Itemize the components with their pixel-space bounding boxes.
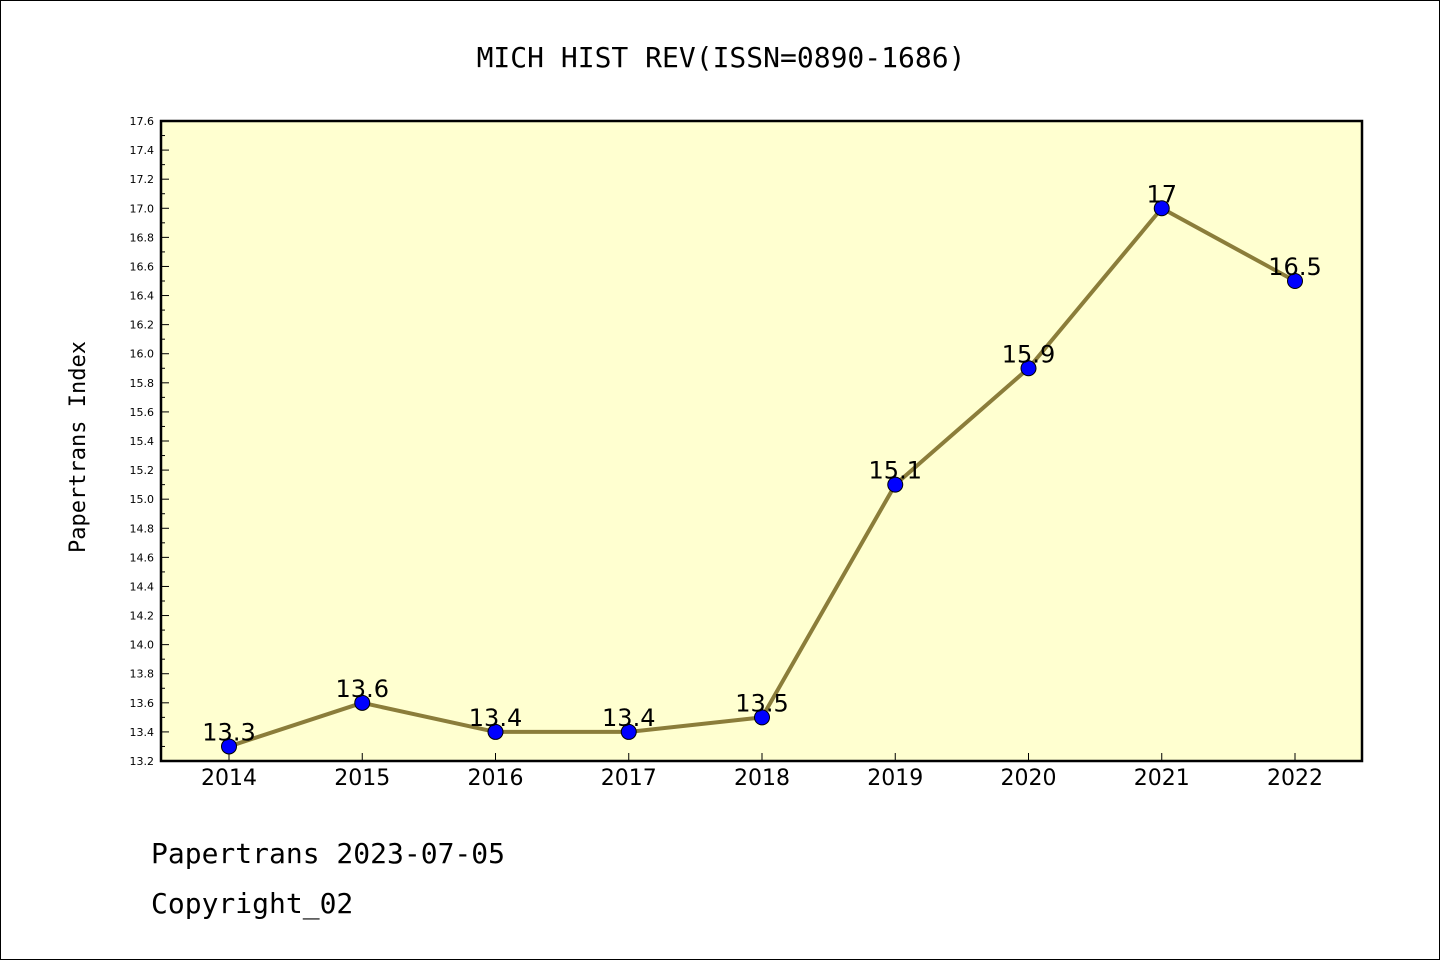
data-point-2022 xyxy=(1287,273,1303,289)
y-tick-label: 13.8 xyxy=(130,668,155,681)
x-tick-label-2014: 2014 xyxy=(201,766,257,791)
y-tick-label: 16.6 xyxy=(130,260,155,273)
x-tick-label-2022: 2022 xyxy=(1267,766,1323,791)
data-point-2014 xyxy=(221,738,237,755)
data-point-2020 xyxy=(1020,360,1037,377)
footer-copyright-text: Copyright_02 xyxy=(151,887,354,920)
chart-title: MICH HIST REV(ISSN=0890-1686) xyxy=(477,41,966,74)
y-tick-label: 16.4 xyxy=(130,290,155,303)
data-label-2022: 16.5 xyxy=(1268,253,1321,281)
y-tick-label: 16.0 xyxy=(130,348,155,361)
data-point-2015 xyxy=(354,694,371,711)
data-label-2019: 15.1 xyxy=(869,457,922,485)
data-labels: 13.3 13.6 13.4 13.4 13.5 15.1 15.9 17 16.5 xyxy=(202,180,1321,746)
data-label-2020: 15.9 xyxy=(1002,340,1055,368)
y-tick-label: 17.0 xyxy=(130,202,155,215)
footer-date-text: Papertrans 2023-07-05 xyxy=(151,837,506,870)
data-points xyxy=(221,200,1303,755)
data-label-2016: 13.4 xyxy=(469,704,522,732)
plot-area xyxy=(161,121,1362,761)
data-point-2018 xyxy=(754,709,770,726)
x-tick-label-2018: 2018 xyxy=(734,766,790,791)
y-tick-label: 14.6 xyxy=(130,551,155,564)
data-label-2014: 13.3 xyxy=(202,718,255,746)
data-point-2017 xyxy=(620,723,637,740)
data-point-2019 xyxy=(887,476,904,493)
x-axis: 2014 2015 2016 2017 2018 2019 2020 2021 2022 xyxy=(201,753,1323,791)
x-tick-label-2020: 2020 xyxy=(1001,766,1057,791)
y-tick-label: 16.8 xyxy=(130,231,155,244)
data-point-2021 xyxy=(1153,200,1170,217)
y-tick-label: 13.2 xyxy=(130,755,155,768)
data-label-2021: 17 xyxy=(1146,180,1177,208)
y-tick-label: 14.4 xyxy=(130,580,155,593)
y-tick-label: 15.4 xyxy=(130,435,155,448)
plot-border xyxy=(159,119,1364,763)
x-tick-label-2021: 2021 xyxy=(1134,766,1190,791)
y-tick-label: 14.2 xyxy=(130,610,155,623)
y-tick-label: 17.4 xyxy=(130,144,155,157)
data-point-2016 xyxy=(487,723,504,740)
y-tick-label: 15.6 xyxy=(130,406,155,419)
x-tick-label-2019: 2019 xyxy=(867,766,923,791)
y-axis: 13.2 13.4 13.6 13.8 14.0 14.2 14.4 14.6 14.8 15.0… xyxy=(130,115,169,768)
y-tick-label: 15.2 xyxy=(130,464,155,477)
data-label-2015: 13.6 xyxy=(336,675,389,703)
y-axis-label: Papertrans Index xyxy=(66,341,91,553)
y-tick-label: 13.4 xyxy=(130,726,155,739)
y-tick-label: 17.2 xyxy=(130,173,155,186)
y-tick-label: 15.0 xyxy=(130,493,155,506)
x-tick-label-2015: 2015 xyxy=(334,766,390,791)
y-tick-label: 16.2 xyxy=(130,319,155,332)
data-label-2018: 13.5 xyxy=(735,689,788,717)
x-tick-label-2017: 2017 xyxy=(601,766,657,791)
data-label-2017: 13.4 xyxy=(602,704,655,732)
y-tick-label: 13.6 xyxy=(130,697,155,710)
x-tick-label-2016: 2016 xyxy=(468,766,524,791)
y-tick-label: 17.6 xyxy=(130,115,155,128)
y-tick-label: 14.8 xyxy=(130,522,155,535)
y-tick-label: 15.8 xyxy=(130,377,155,390)
y-tick-label: 14.0 xyxy=(130,639,155,652)
